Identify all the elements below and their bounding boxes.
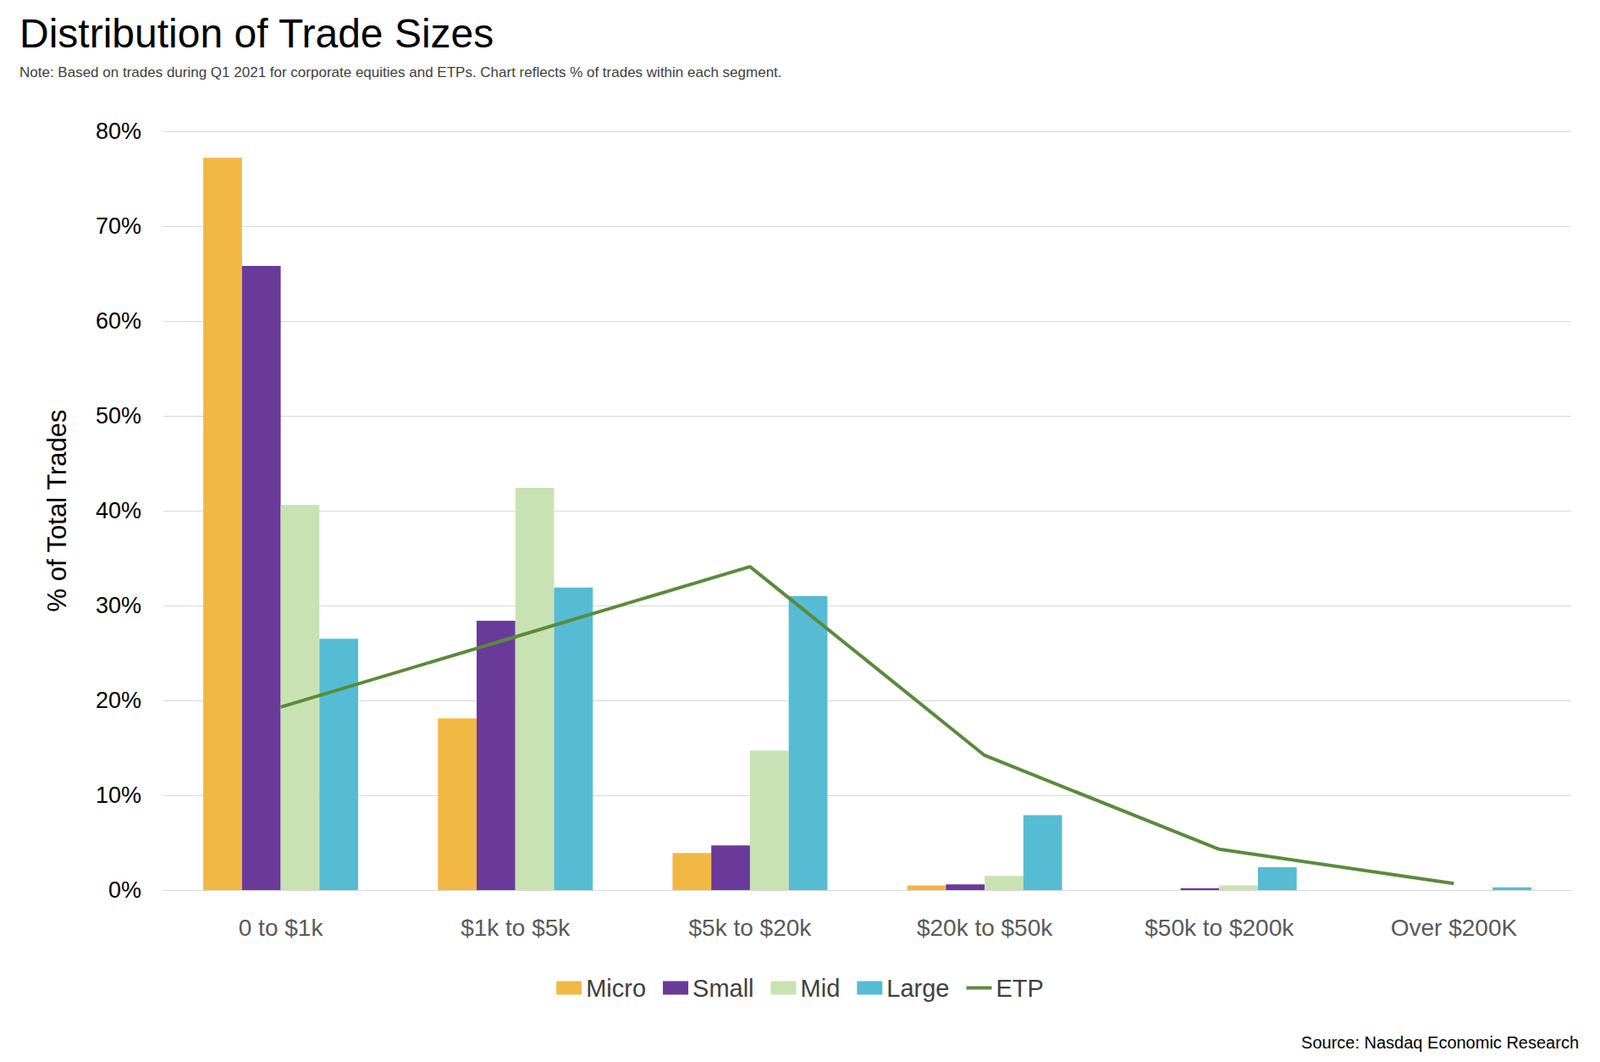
svg-text:30%: 30% xyxy=(95,592,142,618)
svg-text:40%: 40% xyxy=(95,497,142,524)
svg-text:Source: Nasdaq Economic Resear: Source: Nasdaq Economic Research xyxy=(1301,1032,1579,1052)
svg-text:$50k to $200k: $50k to $200k xyxy=(1144,914,1295,941)
svg-text:% of Total Trades: % of Total Trades xyxy=(42,409,72,613)
svg-text:80%: 80% xyxy=(95,118,142,144)
svg-text:70%: 70% xyxy=(95,213,142,239)
svg-text:50%: 50% xyxy=(95,402,142,429)
svg-text:$1k to $5k: $1k to $5k xyxy=(460,914,571,941)
svg-text:Large: Large xyxy=(886,974,949,1002)
svg-text:Over $200K: Over $200K xyxy=(1390,914,1518,941)
svg-text:$20k to $50k: $20k to $50k xyxy=(916,914,1054,941)
svg-text:10%: 10% xyxy=(95,782,142,808)
svg-text:20%: 20% xyxy=(95,687,142,713)
svg-text:Note: Based on trades during Q: Note: Based on trades during Q1 2021 for… xyxy=(19,64,783,81)
svg-text:Distribution of Trade Sizes: Distribution of Trade Sizes xyxy=(19,11,494,56)
svg-text:0%: 0% xyxy=(108,877,142,903)
svg-text:$5k to $20k: $5k to $20k xyxy=(689,914,813,941)
svg-text:Micro: Micro xyxy=(585,974,646,1002)
svg-text:Mid: Mid xyxy=(800,974,841,1002)
svg-text:Small: Small xyxy=(692,974,755,1002)
svg-text:60%: 60% xyxy=(95,308,142,334)
svg-text:ETP: ETP xyxy=(995,974,1043,1002)
svg-text:0 to $1k: 0 to $1k xyxy=(238,914,325,941)
